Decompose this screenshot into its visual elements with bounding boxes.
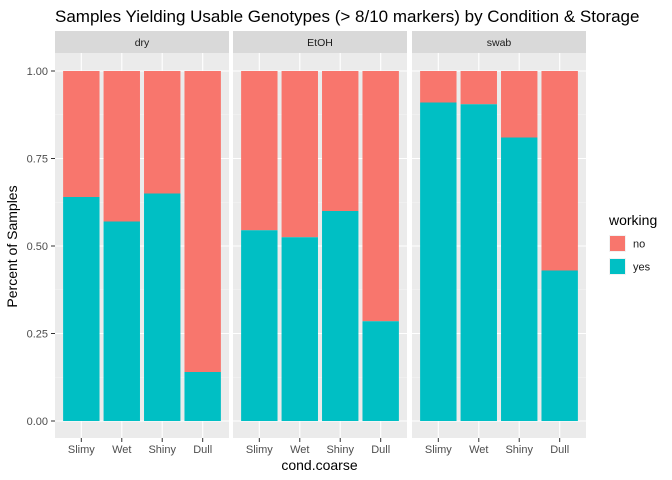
x-tick-label: Shiny [505,444,533,456]
y-tick-label: 0.00 [27,416,48,428]
x-tick-label: Dull [193,444,212,456]
bar-segment-yes-shiny [144,193,181,421]
x-tick-label: Dull [550,444,569,456]
x-tick-label: Shiny [326,444,354,456]
facet-panel-swab: swab Slimy Wet Shiny Dull [412,31,586,456]
x-tick-label: Slimy [425,444,452,456]
legend-title: working [608,212,657,228]
x-tick-label: Wet [290,444,309,456]
bar-segment-yes-wet [281,237,318,421]
x-tick-label: Dull [371,444,390,456]
bar-segment-no-shiny [144,71,181,194]
x-tick-label: Wet [112,444,131,456]
bar-segment-yes-shiny [322,211,359,421]
bar-segment-no-dull [184,71,221,372]
facet-strip-label: swab [487,37,512,49]
x-tick-label: Shiny [148,444,176,456]
bar-segment-no-wet [281,71,318,238]
legend: working no yes [608,212,657,275]
y-tick-label: 1.00 [27,66,48,78]
bar-segment-yes-wet [103,221,140,421]
bar-segment-no-wet [103,71,140,222]
y-axis-title: Percent of Samples [4,185,20,307]
bar-segment-no-slimy [63,71,100,197]
facet-strip-label: EtOH [307,37,333,49]
y-tick-label: 0.50 [27,241,48,253]
x-tick-label: Slimy [68,444,95,456]
bar-segment-no-slimy [420,71,457,103]
facet-panel-etoh: EtOH Slimy Wet Shiny Dull [233,31,407,456]
facet-panels: dry Slimy Wet Shiny Dull EtOH Slimy Wet Shiny Dul… [55,31,586,456]
facet-strip [233,31,407,53]
bar-segment-yes-slimy [63,197,100,421]
bar-segment-no-wet [460,71,497,105]
legend-label-no: no [633,239,645,251]
legend-swatch-yes [610,259,625,274]
x-axis-title: cond.coarse [281,457,357,473]
y-tick-label: 0.25 [27,329,48,341]
bar-segment-yes-slimy [420,102,457,421]
bar-segment-yes-shiny [501,137,538,421]
bar-segment-no-dull [362,71,399,322]
bar-segment-no-slimy [241,71,278,231]
bar-segment-yes-wet [460,104,497,421]
bar-segment-no-shiny [322,71,359,211]
facet-strip-label: dry [135,37,150,49]
facet-strip [412,31,586,53]
y-axis: 0.00 0.25 0.50 0.75 1.00 [27,66,55,428]
x-tick-label: Slimy [246,444,273,456]
facet-strip [55,31,229,53]
legend-label-yes: yes [633,262,651,274]
legend-swatch-no [610,236,625,251]
bar-segment-yes-slimy [241,230,278,421]
x-tick-label: Wet [469,444,488,456]
bar-segment-yes-dull [362,321,399,421]
bar-segment-no-dull [541,71,578,271]
bar-segment-yes-dull [541,270,578,421]
facet-panel-dry: dry Slimy Wet Shiny Dull [55,31,229,456]
bar-segment-yes-dull [184,372,221,421]
bar-segment-no-shiny [501,71,538,138]
chart-title: Samples Yielding Usable Genotypes (> 8/1… [55,7,639,26]
y-tick-label: 0.75 [27,154,48,166]
